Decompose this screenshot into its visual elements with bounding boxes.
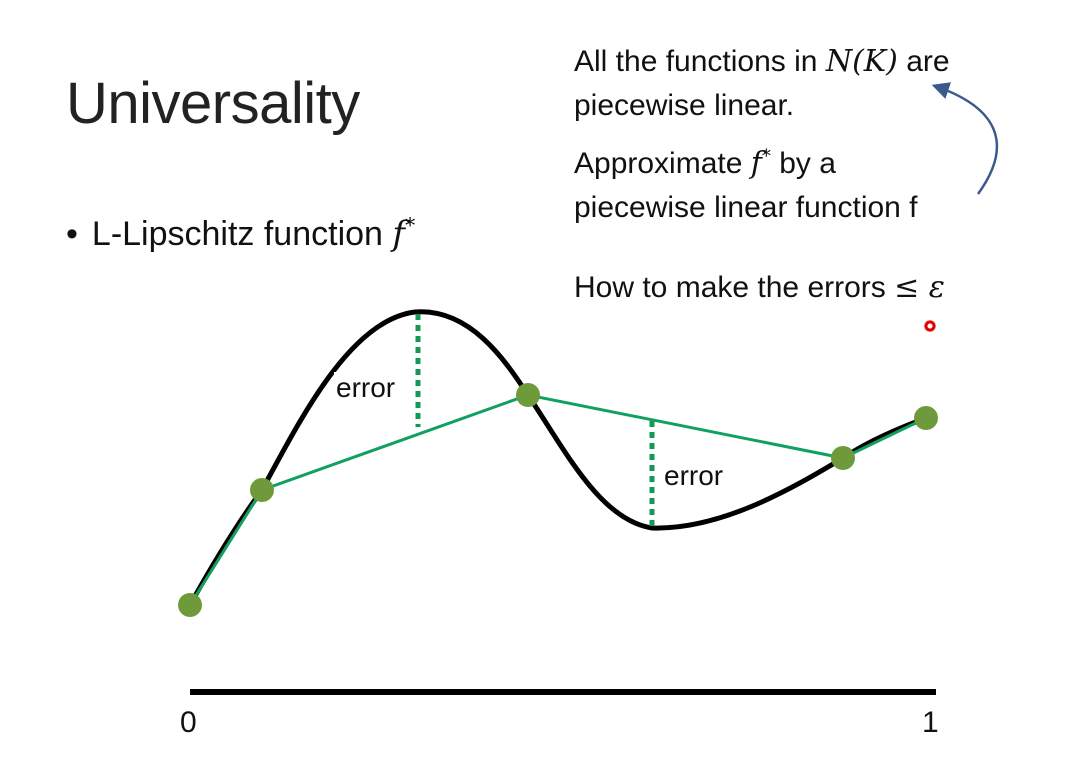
node-1 xyxy=(178,593,202,617)
note2-line1: Approximate f* by a xyxy=(574,142,918,186)
axis-label-start: 0 xyxy=(180,706,197,739)
note2-text-b: by a xyxy=(770,147,836,180)
target-function-curve xyxy=(187,309,929,608)
note1-text-a: All the functions in xyxy=(574,45,826,78)
error-label-1: error xyxy=(334,372,398,404)
bullet-lipschitz: • L-Lipschitz function f* xyxy=(66,214,415,254)
note-approximate: Approximate f* by a piecewise linear fun… xyxy=(574,142,918,230)
slide-title: Universality xyxy=(66,71,360,136)
note-errors: How to make the errors ≤ ε xyxy=(574,266,945,310)
node-3 xyxy=(516,383,540,407)
note1-line1: All the functions in N(K) are xyxy=(574,40,950,84)
bullet-text: L-Lipschitz function xyxy=(91,215,393,253)
laser-pointer-dot xyxy=(924,320,936,332)
bullet-marker: • xyxy=(66,215,78,253)
bullet-math-f: f xyxy=(392,214,405,254)
note1-text-b: are xyxy=(897,45,950,78)
axis-label-end: 1 xyxy=(922,706,939,739)
node-5 xyxy=(914,406,938,430)
piecewise-linear-function xyxy=(188,393,927,606)
note2-math-f: f xyxy=(750,146,762,181)
note1-line2: piecewise linear. xyxy=(574,89,795,122)
note2-line2: piecewise linear function f xyxy=(574,191,918,224)
node-2 xyxy=(250,478,274,502)
bullet-math-star: * xyxy=(405,213,416,238)
note2-text-a: Approximate xyxy=(574,147,751,180)
note3-math: ≤ ε xyxy=(894,270,945,305)
curved-arrow xyxy=(931,82,999,195)
error-label-2: error xyxy=(662,460,726,492)
node-4 xyxy=(831,446,855,470)
note-piecewise-linear: All the functions in N(K) are piecewise … xyxy=(574,40,950,128)
note1-math-nk: N(K) xyxy=(825,44,898,79)
note2-math-star: * xyxy=(761,146,771,167)
note3-text: How to make the errors xyxy=(574,271,895,304)
